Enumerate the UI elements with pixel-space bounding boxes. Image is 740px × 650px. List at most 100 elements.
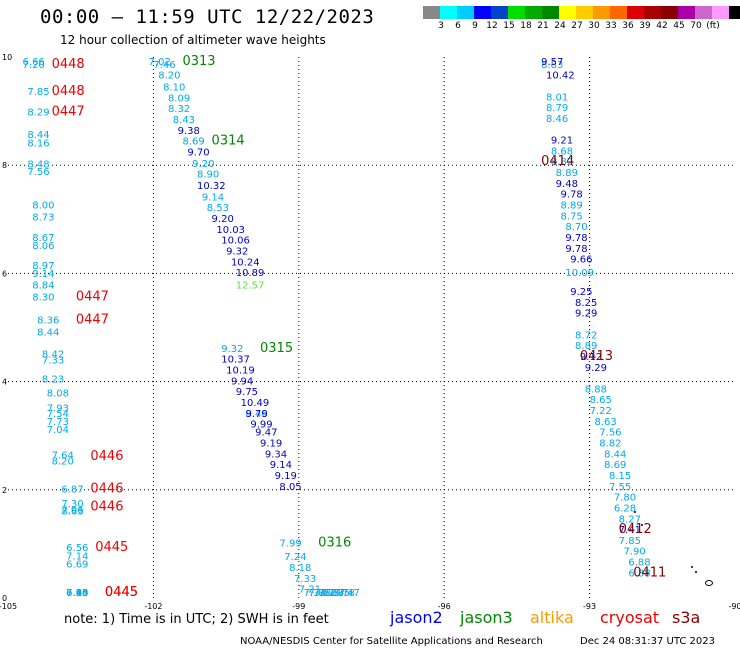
pass-time-label: 0445 <box>105 585 138 600</box>
wave-height-value: 8.47 <box>338 588 360 599</box>
wave-height-value: 12.57 <box>236 281 265 292</box>
wave-height-value: 7.90 <box>624 547 646 558</box>
wave-height-value: 8.84 <box>32 281 54 292</box>
color-scale-label: 12 <box>486 21 498 31</box>
wave-height-value: 8.30 <box>32 292 54 303</box>
satellite-legend-s3a: s3a <box>672 608 701 627</box>
y-tick-label: 0 <box>2 594 7 603</box>
color-swatch <box>525 6 542 19</box>
wave-height-value: 9.38 <box>178 126 200 137</box>
wave-height-value: 9.79 <box>245 409 267 420</box>
wave-height-value: 6.87 <box>61 485 83 496</box>
wave-height-value: 9.32 <box>226 246 248 257</box>
pass-time-label: 0447 <box>76 289 109 304</box>
color-swatch <box>542 6 559 19</box>
wave-height-value: 7.78 <box>308 588 330 599</box>
generated-timestamp: Dec 24 08:31:37 UTC 2023 <box>580 636 715 647</box>
satellite-legend-jason2: jason2 <box>390 608 443 627</box>
wave-height-value: 9.19 <box>275 471 297 482</box>
wave-height-value: 6.88 <box>628 558 650 569</box>
wave-height-value: 8.10 <box>163 83 185 94</box>
wave-height-value: 8.63 <box>594 417 616 428</box>
wave-height-value: 8.72 <box>575 330 597 341</box>
wave-height-value: 6.88 <box>628 568 650 579</box>
wave-height-value: 8.16 <box>27 138 49 149</box>
satellite-legend-altika: altika <box>530 608 574 627</box>
wave-height-value: 10.37 <box>221 355 250 366</box>
wave-height-value: 7.22 <box>590 406 612 417</box>
color-scale-label: 33 <box>605 21 617 31</box>
color-scale-label: 9 <box>472 21 478 31</box>
color-scale-label: 42 <box>656 21 668 31</box>
y-tick-label: 4 <box>2 378 7 387</box>
wave-height-value: 10.42 <box>546 71 575 82</box>
x-tick-label: -93 <box>583 602 596 611</box>
wave-height-value: 7.04 <box>47 425 69 436</box>
wave-height-value: 8.48 <box>27 159 49 170</box>
wave-height-value: 9.66 <box>570 255 592 266</box>
wave-height-value: 9.78 <box>565 233 587 244</box>
wave-height-value: 7.35 <box>66 588 88 599</box>
wave-height-value: 8.68 <box>551 146 573 157</box>
color-scale-label: 70 <box>690 21 702 31</box>
color-scale-label: (ft) <box>706 21 720 31</box>
wave-height-value: 8.44 <box>37 328 59 339</box>
wave-height-value: 8.18 <box>289 563 311 574</box>
x-tick-label: -102 <box>144 602 162 611</box>
wave-height-value: 8.23 <box>42 375 64 386</box>
wave-height-value: 9.19 <box>260 439 282 450</box>
wave-height-value: 8.08 <box>47 389 69 400</box>
wave-height-value: 10.24 <box>231 257 260 268</box>
wave-height-value: 8.53 <box>207 203 229 214</box>
wave-height-value: 8.29 <box>27 107 49 118</box>
pass-time-label: 0448 <box>52 57 85 72</box>
wave-height-value: 10.09 <box>565 268 594 279</box>
wave-height-value: 7.56 <box>27 167 49 178</box>
color-swatch <box>712 6 729 19</box>
wave-height-value: 8.15 <box>609 471 631 482</box>
color-swatch <box>610 6 627 19</box>
wave-height-value: 8.42 <box>42 349 64 360</box>
wave-height-value: 7.14 <box>66 552 88 563</box>
wave-height-value: 7.41 <box>619 525 641 536</box>
wave-height-value: 8.75 <box>561 211 583 222</box>
coastline-dot <box>691 566 693 568</box>
pass-time-label: 0414 <box>541 154 574 169</box>
wave-height-value: 9.99 <box>250 420 272 431</box>
wave-height-value: 8.63 <box>61 507 83 518</box>
y-tick-label: 8 <box>2 161 7 170</box>
wave-height-value: 7.78 <box>333 588 355 599</box>
wave-height-value: 8.39 <box>318 588 340 599</box>
wave-height-value: 9.70 <box>187 147 209 158</box>
wave-height-value: 8.20 <box>158 71 180 82</box>
wave-height-value: 6.83 <box>66 588 88 599</box>
pass-time-label: 0447 <box>76 313 109 328</box>
wave-height-value: 9.75 <box>236 387 258 398</box>
wave-height-value: 7.24 <box>284 552 306 563</box>
wave-height-value: 9.14 <box>202 192 224 203</box>
wave-height-value: 7.85 <box>619 536 641 547</box>
color-swatch <box>491 6 508 19</box>
wave-height-value: 9.94 <box>231 376 253 387</box>
wave-height-value: 6.90 <box>66 588 88 599</box>
color-swatch <box>644 6 661 19</box>
wave-height-value: 6.69 <box>66 560 88 571</box>
pass-time-label: 0316 <box>318 536 351 551</box>
wave-height-value: 10.32 <box>197 181 226 192</box>
pass-time-label: 0448 <box>52 84 85 99</box>
wave-height-value: 7.62 <box>313 588 335 599</box>
wave-height-value: 7.15 <box>66 588 88 599</box>
wave-height-value: 7.46 <box>153 60 175 71</box>
wave-height-value: 7.20 <box>23 60 45 71</box>
footer-note: note: 1) Time is in UTC; 2) SWH is in fe… <box>64 612 329 627</box>
wave-height-value: 9.34 <box>265 449 287 460</box>
wave-height-value: 7.33 <box>42 356 64 367</box>
wave-height-value: 8.67 <box>32 233 54 244</box>
color-swatch <box>678 6 695 19</box>
wave-height-value: 8.70 <box>565 222 587 233</box>
wave-height-value: 8.69 <box>604 460 626 471</box>
wave-height-value: 6.28 <box>614 503 636 514</box>
wave-height-value: 7.55 <box>609 482 631 493</box>
pass-time-label: 0315 <box>260 341 293 356</box>
wave-height-value: 10.19 <box>226 365 255 376</box>
